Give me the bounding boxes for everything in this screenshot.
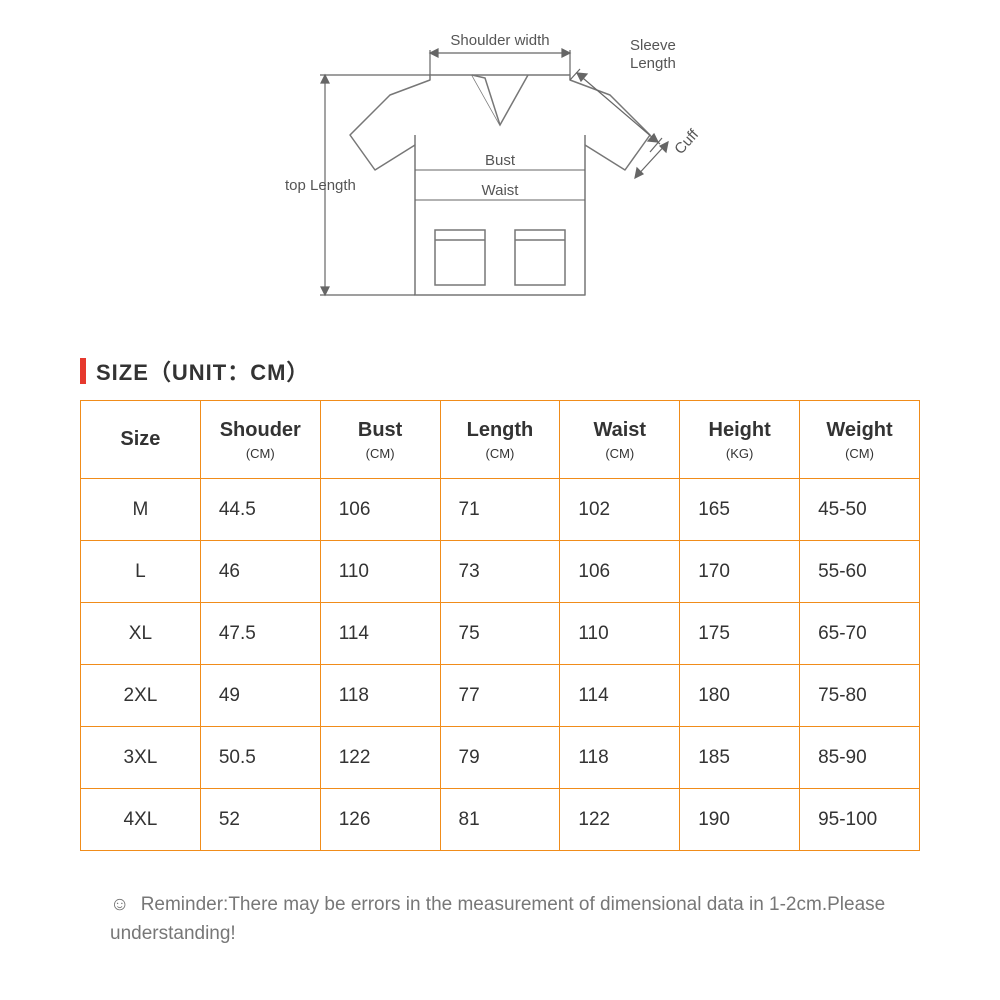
table-header-row: SizeShouder(CM)Bust(CM)Length(CM)Waist(C… — [81, 401, 920, 479]
table-row: M44.51067110216545-50 — [81, 479, 920, 541]
table-cell: 85-90 — [800, 727, 920, 789]
section-title: SIZE（UNIT：CM） — [80, 355, 309, 387]
table-cell: 45-50 — [800, 479, 920, 541]
table-body: M44.51067110216545-50L461107310617055-60… — [81, 479, 920, 851]
table-cell: 106 — [560, 541, 680, 603]
table-cell: 73 — [440, 541, 560, 603]
garment-diagram: Shoulder width Sleeve Length Cuff Bust W… — [280, 30, 720, 330]
table-cell: 75-80 — [800, 665, 920, 727]
label-waist: Waist — [482, 182, 520, 199]
label-sleeve-length-2: Length — [630, 55, 676, 72]
table-cell: 55-60 — [800, 541, 920, 603]
size-table: SizeShouder(CM)Bust(CM)Length(CM)Waist(C… — [80, 400, 920, 851]
table-row: L461107310617055-60 — [81, 541, 920, 603]
table-cell: 71 — [440, 479, 560, 541]
label-shoulder-width: Shoulder width — [450, 32, 549, 49]
table-cell: 47.5 — [200, 603, 320, 665]
table-cell: 79 — [440, 727, 560, 789]
table-cell: 175 — [680, 603, 800, 665]
table-cell: 50.5 — [200, 727, 320, 789]
table-cell: 2XL — [81, 665, 201, 727]
table-row: XL47.51147511017565-70 — [81, 603, 920, 665]
column-header: Height(KG) — [680, 401, 800, 479]
table-cell: 52 — [200, 789, 320, 851]
table-cell: 110 — [320, 541, 440, 603]
table-cell: 118 — [320, 665, 440, 727]
size-table-container: SizeShouder(CM)Bust(CM)Length(CM)Waist(C… — [80, 400, 920, 851]
table-cell: 77 — [440, 665, 560, 727]
table-cell: 114 — [560, 665, 680, 727]
column-header: Shouder(CM) — [200, 401, 320, 479]
table-cell: 170 — [680, 541, 800, 603]
column-header: Waist(CM) — [560, 401, 680, 479]
column-header: Size — [81, 401, 201, 479]
table-cell: 44.5 — [200, 479, 320, 541]
table-cell: XL — [81, 603, 201, 665]
smiley-icon: ☺ — [110, 894, 129, 915]
table-cell: 126 — [320, 789, 440, 851]
label-top-length: top Length — [285, 177, 356, 194]
table-row: 4XL521268112219095-100 — [81, 789, 920, 851]
table-cell: 110 — [560, 603, 680, 665]
table-cell: M — [81, 479, 201, 541]
table-cell: 65-70 — [800, 603, 920, 665]
table-cell: 106 — [320, 479, 440, 541]
reminder-text: Reminder:There may be errors in the meas… — [110, 894, 885, 944]
reminder-note: ☺ Reminder:There may be errors in the me… — [110, 890, 890, 949]
table-cell: 122 — [320, 727, 440, 789]
table-cell: 102 — [560, 479, 680, 541]
label-sleeve-length-1: Sleeve — [630, 37, 676, 54]
table-row: 3XL50.51227911818585-90 — [81, 727, 920, 789]
table-cell: 180 — [680, 665, 800, 727]
table-cell: 95-100 — [800, 789, 920, 851]
table-cell: 46 — [200, 541, 320, 603]
table-cell: 185 — [680, 727, 800, 789]
table-cell: 75 — [440, 603, 560, 665]
table-cell: L — [81, 541, 201, 603]
accent-bar — [80, 358, 86, 384]
table-cell: 122 — [560, 789, 680, 851]
label-cuff: Cuff — [671, 126, 702, 158]
table-row: 2XL491187711418075-80 — [81, 665, 920, 727]
table-cell: 81 — [440, 789, 560, 851]
table-cell: 165 — [680, 479, 800, 541]
column-header: Weight(CM) — [800, 401, 920, 479]
table-cell: 4XL — [81, 789, 201, 851]
table-cell: 118 — [560, 727, 680, 789]
column-header: Bust(CM) — [320, 401, 440, 479]
table-cell: 49 — [200, 665, 320, 727]
table-cell: 190 — [680, 789, 800, 851]
table-cell: 114 — [320, 603, 440, 665]
table-cell: 3XL — [81, 727, 201, 789]
column-header: Length(CM) — [440, 401, 560, 479]
label-bust: Bust — [485, 152, 516, 169]
title-text: SIZE（UNIT：CM） — [96, 355, 309, 387]
